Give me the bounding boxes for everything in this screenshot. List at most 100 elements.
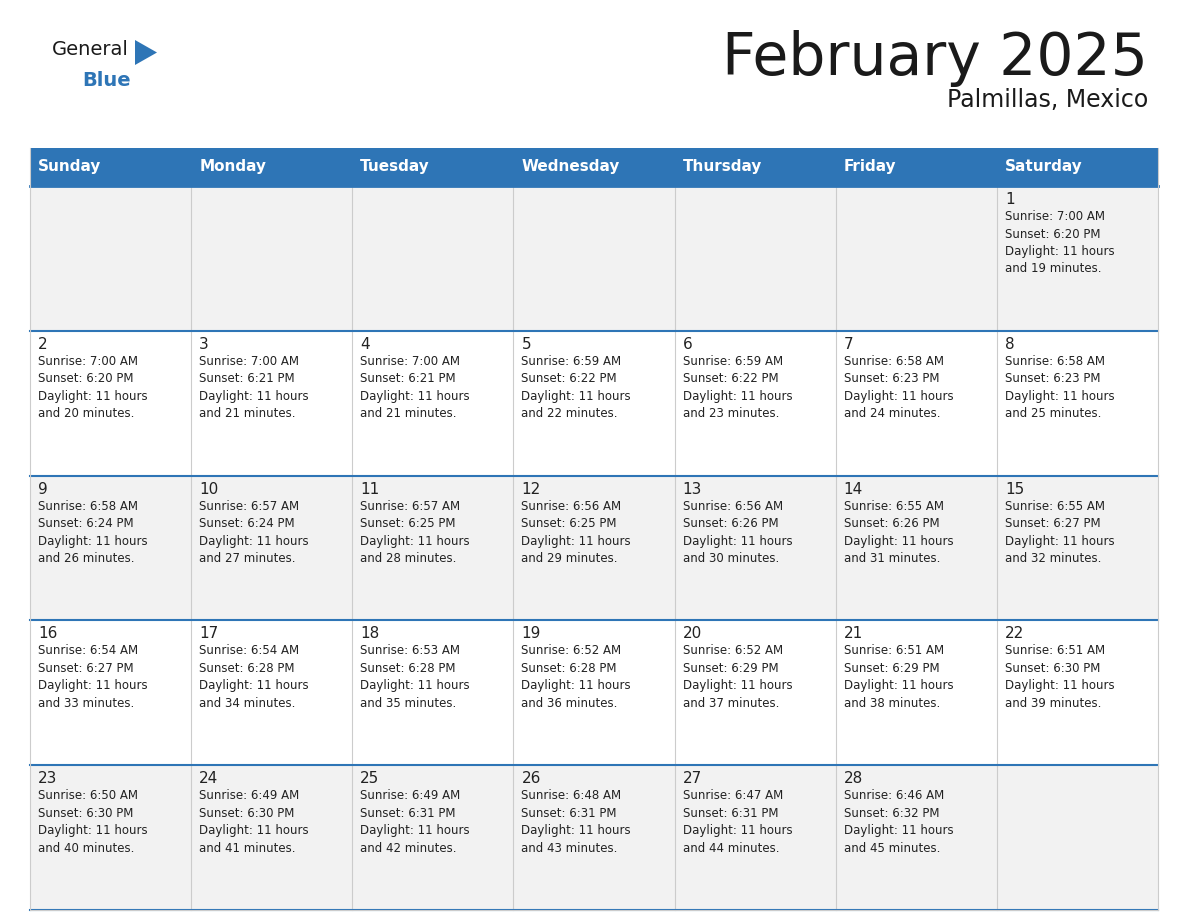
- Bar: [513, 476, 675, 621]
- Text: Sunrise: 6:58 AM
Sunset: 6:24 PM
Daylight: 11 hours
and 26 minutes.: Sunrise: 6:58 AM Sunset: 6:24 PM Dayligh…: [38, 499, 147, 565]
- Bar: [997, 766, 1158, 910]
- Bar: [997, 476, 1158, 621]
- Text: 28: 28: [843, 771, 862, 786]
- Bar: [835, 476, 997, 621]
- Bar: [353, 330, 513, 476]
- Text: 15: 15: [1005, 482, 1024, 497]
- Text: 10: 10: [200, 482, 219, 497]
- Bar: [997, 621, 1158, 766]
- Bar: [353, 766, 513, 910]
- Bar: [675, 621, 835, 766]
- Bar: [30, 766, 191, 910]
- Text: 18: 18: [360, 626, 379, 642]
- Text: Sunrise: 6:59 AM
Sunset: 6:22 PM
Daylight: 11 hours
and 22 minutes.: Sunrise: 6:59 AM Sunset: 6:22 PM Dayligh…: [522, 354, 631, 420]
- Bar: [353, 476, 513, 621]
- Bar: [997, 330, 1158, 476]
- Text: Monday: Monday: [200, 160, 266, 174]
- Bar: [191, 186, 353, 330]
- Bar: [997, 186, 1158, 330]
- Text: Sunrise: 6:52 AM
Sunset: 6:28 PM
Daylight: 11 hours
and 36 minutes.: Sunrise: 6:52 AM Sunset: 6:28 PM Dayligh…: [522, 644, 631, 710]
- Bar: [675, 186, 835, 330]
- Text: Wednesday: Wednesday: [522, 160, 620, 174]
- Text: Sunrise: 6:57 AM
Sunset: 6:25 PM
Daylight: 11 hours
and 28 minutes.: Sunrise: 6:57 AM Sunset: 6:25 PM Dayligh…: [360, 499, 470, 565]
- Bar: [675, 766, 835, 910]
- Bar: [191, 621, 353, 766]
- Text: 6: 6: [683, 337, 693, 352]
- Text: Sunrise: 6:55 AM
Sunset: 6:27 PM
Daylight: 11 hours
and 32 minutes.: Sunrise: 6:55 AM Sunset: 6:27 PM Dayligh…: [1005, 499, 1114, 565]
- Text: Friday: Friday: [843, 160, 896, 174]
- Text: Blue: Blue: [82, 71, 131, 90]
- Text: 4: 4: [360, 337, 369, 352]
- Text: 19: 19: [522, 626, 541, 642]
- Bar: [191, 766, 353, 910]
- Text: 5: 5: [522, 337, 531, 352]
- Text: Sunrise: 6:50 AM
Sunset: 6:30 PM
Daylight: 11 hours
and 40 minutes.: Sunrise: 6:50 AM Sunset: 6:30 PM Dayligh…: [38, 789, 147, 855]
- Text: 3: 3: [200, 337, 209, 352]
- Text: 16: 16: [38, 626, 57, 642]
- Text: 12: 12: [522, 482, 541, 497]
- Text: 2: 2: [38, 337, 48, 352]
- Text: Sunrise: 6:47 AM
Sunset: 6:31 PM
Daylight: 11 hours
and 44 minutes.: Sunrise: 6:47 AM Sunset: 6:31 PM Dayligh…: [683, 789, 792, 855]
- Text: Sunday: Sunday: [38, 160, 101, 174]
- Text: Sunrise: 6:54 AM
Sunset: 6:27 PM
Daylight: 11 hours
and 33 minutes.: Sunrise: 6:54 AM Sunset: 6:27 PM Dayligh…: [38, 644, 147, 710]
- Text: 8: 8: [1005, 337, 1015, 352]
- Text: Sunrise: 7:00 AM
Sunset: 6:20 PM
Daylight: 11 hours
and 19 minutes.: Sunrise: 7:00 AM Sunset: 6:20 PM Dayligh…: [1005, 210, 1114, 275]
- Text: General: General: [52, 40, 128, 59]
- Text: 21: 21: [843, 626, 862, 642]
- Text: 25: 25: [360, 771, 379, 786]
- Text: 1: 1: [1005, 192, 1015, 207]
- Bar: [513, 330, 675, 476]
- Text: Sunrise: 6:57 AM
Sunset: 6:24 PM
Daylight: 11 hours
and 27 minutes.: Sunrise: 6:57 AM Sunset: 6:24 PM Dayligh…: [200, 499, 309, 565]
- Text: Thursday: Thursday: [683, 160, 762, 174]
- Text: Sunrise: 7:00 AM
Sunset: 6:21 PM
Daylight: 11 hours
and 21 minutes.: Sunrise: 7:00 AM Sunset: 6:21 PM Dayligh…: [360, 354, 470, 420]
- Text: Sunrise: 6:49 AM
Sunset: 6:31 PM
Daylight: 11 hours
and 42 minutes.: Sunrise: 6:49 AM Sunset: 6:31 PM Dayligh…: [360, 789, 470, 855]
- Text: Sunrise: 6:51 AM
Sunset: 6:29 PM
Daylight: 11 hours
and 38 minutes.: Sunrise: 6:51 AM Sunset: 6:29 PM Dayligh…: [843, 644, 953, 710]
- Text: 20: 20: [683, 626, 702, 642]
- Bar: [513, 766, 675, 910]
- Text: Sunrise: 6:46 AM
Sunset: 6:32 PM
Daylight: 11 hours
and 45 minutes.: Sunrise: 6:46 AM Sunset: 6:32 PM Dayligh…: [843, 789, 953, 855]
- Bar: [30, 148, 1158, 186]
- Text: Sunrise: 6:51 AM
Sunset: 6:30 PM
Daylight: 11 hours
and 39 minutes.: Sunrise: 6:51 AM Sunset: 6:30 PM Dayligh…: [1005, 644, 1114, 710]
- Bar: [513, 621, 675, 766]
- Text: Sunrise: 6:56 AM
Sunset: 6:25 PM
Daylight: 11 hours
and 29 minutes.: Sunrise: 6:56 AM Sunset: 6:25 PM Dayligh…: [522, 499, 631, 565]
- Text: Sunrise: 6:59 AM
Sunset: 6:22 PM
Daylight: 11 hours
and 23 minutes.: Sunrise: 6:59 AM Sunset: 6:22 PM Dayligh…: [683, 354, 792, 420]
- Bar: [675, 330, 835, 476]
- Text: 27: 27: [683, 771, 702, 786]
- Text: Sunrise: 6:54 AM
Sunset: 6:28 PM
Daylight: 11 hours
and 34 minutes.: Sunrise: 6:54 AM Sunset: 6:28 PM Dayligh…: [200, 644, 309, 710]
- Text: Sunrise: 7:00 AM
Sunset: 6:20 PM
Daylight: 11 hours
and 20 minutes.: Sunrise: 7:00 AM Sunset: 6:20 PM Dayligh…: [38, 354, 147, 420]
- Text: February 2025: February 2025: [722, 30, 1148, 87]
- Polygon shape: [135, 40, 157, 65]
- Text: 24: 24: [200, 771, 219, 786]
- Bar: [513, 186, 675, 330]
- Text: Sunrise: 6:52 AM
Sunset: 6:29 PM
Daylight: 11 hours
and 37 minutes.: Sunrise: 6:52 AM Sunset: 6:29 PM Dayligh…: [683, 644, 792, 710]
- Text: Palmillas, Mexico: Palmillas, Mexico: [947, 88, 1148, 112]
- Bar: [30, 186, 191, 330]
- Text: Sunrise: 6:49 AM
Sunset: 6:30 PM
Daylight: 11 hours
and 41 minutes.: Sunrise: 6:49 AM Sunset: 6:30 PM Dayligh…: [200, 789, 309, 855]
- Bar: [30, 330, 191, 476]
- Bar: [353, 186, 513, 330]
- Text: Sunrise: 6:55 AM
Sunset: 6:26 PM
Daylight: 11 hours
and 31 minutes.: Sunrise: 6:55 AM Sunset: 6:26 PM Dayligh…: [843, 499, 953, 565]
- Text: Sunrise: 6:56 AM
Sunset: 6:26 PM
Daylight: 11 hours
and 30 minutes.: Sunrise: 6:56 AM Sunset: 6:26 PM Dayligh…: [683, 499, 792, 565]
- Bar: [835, 186, 997, 330]
- Text: 17: 17: [200, 626, 219, 642]
- Text: 11: 11: [360, 482, 379, 497]
- Text: 9: 9: [38, 482, 48, 497]
- Text: 14: 14: [843, 482, 862, 497]
- Bar: [191, 330, 353, 476]
- Text: Sunrise: 6:53 AM
Sunset: 6:28 PM
Daylight: 11 hours
and 35 minutes.: Sunrise: 6:53 AM Sunset: 6:28 PM Dayligh…: [360, 644, 470, 710]
- Text: Sunrise: 6:58 AM
Sunset: 6:23 PM
Daylight: 11 hours
and 25 minutes.: Sunrise: 6:58 AM Sunset: 6:23 PM Dayligh…: [1005, 354, 1114, 420]
- Bar: [835, 330, 997, 476]
- Bar: [191, 476, 353, 621]
- Text: 26: 26: [522, 771, 541, 786]
- Bar: [835, 766, 997, 910]
- Text: Sunrise: 6:58 AM
Sunset: 6:23 PM
Daylight: 11 hours
and 24 minutes.: Sunrise: 6:58 AM Sunset: 6:23 PM Dayligh…: [843, 354, 953, 420]
- Text: 7: 7: [843, 337, 853, 352]
- Bar: [675, 476, 835, 621]
- Text: 13: 13: [683, 482, 702, 497]
- Bar: [353, 621, 513, 766]
- Text: 22: 22: [1005, 626, 1024, 642]
- Text: 23: 23: [38, 771, 57, 786]
- Bar: [30, 476, 191, 621]
- Bar: [835, 621, 997, 766]
- Text: Sunrise: 7:00 AM
Sunset: 6:21 PM
Daylight: 11 hours
and 21 minutes.: Sunrise: 7:00 AM Sunset: 6:21 PM Dayligh…: [200, 354, 309, 420]
